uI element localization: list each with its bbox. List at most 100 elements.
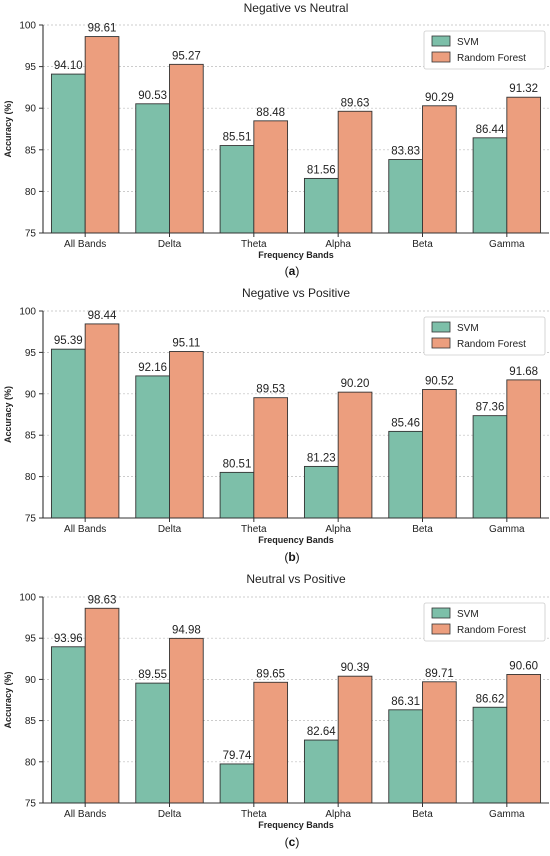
- data-label: 79.74: [223, 750, 252, 762]
- bar-svm: [50, 348, 86, 519]
- data-label: 87.36: [476, 402, 505, 414]
- legend: SVM Random Forest: [423, 316, 546, 356]
- bar-random-forest: [169, 637, 204, 804]
- x-tick-label: Beta: [412, 524, 433, 535]
- data-label: 89.71: [425, 668, 454, 680]
- data-label: 85.51: [223, 132, 252, 144]
- data-label: 98.44: [88, 310, 117, 322]
- bar-svm: [219, 471, 255, 519]
- x-tick-label: Beta: [412, 239, 433, 250]
- legend-label: Random Forest: [457, 53, 526, 64]
- y-tick-label: 90: [25, 104, 37, 115]
- data-label: 93.96: [54, 633, 83, 645]
- legend-label: SVM: [457, 609, 479, 620]
- data-label: 81.23: [307, 452, 336, 464]
- data-label: 88.48: [256, 107, 285, 119]
- legend-swatch: [431, 51, 451, 63]
- x-axis-label: Frequency Bands: [258, 250, 334, 260]
- data-label: 90.53: [138, 90, 167, 102]
- x-tick-label: Delta: [158, 809, 182, 820]
- bar-svm: [135, 375, 170, 519]
- data-label: 95.39: [54, 335, 83, 347]
- subfigure-caption: (b): [284, 550, 299, 564]
- legend: SVM Random Forest: [423, 30, 546, 70]
- data-label: 90.29: [425, 92, 454, 104]
- y-tick-label: 90: [25, 675, 37, 686]
- legend-box: [423, 30, 546, 70]
- data-label: 89.63: [341, 97, 370, 109]
- bar-svm: [388, 430, 423, 519]
- legend: SVM Random Forest: [423, 602, 546, 642]
- data-label: 89.55: [138, 669, 167, 681]
- x-tick-label: Gamma: [489, 239, 525, 250]
- data-label: 80.51: [223, 458, 252, 470]
- y-tick-label: 85: [25, 145, 37, 156]
- data-label: 90.60: [509, 660, 538, 672]
- y-axis-label: Accuracy (%): [3, 100, 13, 157]
- bar-random-forest: [84, 323, 120, 519]
- y-tick-label: 80: [25, 757, 37, 768]
- bar-svm: [388, 709, 423, 804]
- y-tick-label: 80: [25, 187, 37, 198]
- data-label: 90.52: [425, 375, 454, 387]
- x-tick-label: Theta: [241, 239, 267, 250]
- y-axis-label: Accuracy (%): [3, 671, 13, 728]
- data-label: 98.63: [88, 594, 117, 606]
- bar-svm: [472, 137, 508, 234]
- y-tick-label: 85: [25, 431, 37, 442]
- data-label: 91.32: [509, 83, 538, 95]
- bar-random-forest: [337, 110, 373, 234]
- x-tick-label: Gamma: [489, 524, 525, 535]
- data-label: 86.31: [391, 696, 420, 708]
- legend-box: [423, 602, 546, 642]
- bar-svm: [135, 103, 170, 234]
- data-label: 95.11: [172, 337, 200, 349]
- bar-random-forest: [422, 105, 457, 234]
- data-label: 85.46: [391, 417, 420, 429]
- bar-svm: [219, 763, 255, 804]
- y-tick-label: 100: [19, 593, 36, 604]
- x-tick-label: Beta: [412, 809, 433, 820]
- x-axis-label: Frequency Bands: [258, 820, 334, 830]
- legend-box: [423, 316, 546, 356]
- y-tick-label: 100: [19, 21, 36, 32]
- legend-label: SVM: [457, 37, 479, 48]
- y-tick-label: 95: [25, 62, 37, 73]
- x-tick-label: All Bands: [64, 524, 106, 535]
- chart-title: Neutral vs Positive: [246, 572, 346, 586]
- bar-random-forest: [337, 675, 373, 804]
- x-tick-label: Delta: [158, 524, 182, 535]
- bar-random-forest: [506, 379, 542, 519]
- data-label: 89.53: [256, 384, 285, 396]
- legend-swatch: [431, 321, 451, 333]
- bar-random-forest: [253, 681, 289, 804]
- bar-svm: [50, 646, 86, 804]
- y-tick-label: 80: [25, 472, 37, 483]
- data-label: 82.64: [307, 726, 336, 738]
- legend-swatch: [431, 35, 451, 47]
- bar-svm: [472, 415, 508, 519]
- bar-random-forest: [506, 96, 542, 234]
- data-label: 90.20: [341, 378, 370, 390]
- y-tick-label: 90: [25, 389, 37, 400]
- x-tick-label: Theta: [241, 809, 267, 820]
- y-tick-label: 95: [25, 348, 37, 359]
- y-tick-label: 85: [25, 716, 37, 727]
- bar-random-forest: [84, 607, 120, 804]
- bar-svm: [135, 682, 170, 804]
- x-tick-label: All Bands: [64, 809, 106, 820]
- data-label: 98.61: [88, 23, 117, 35]
- chart-panel-a: Negative vs Neutral 75 80 85 90 95 100 94.10 98.…: [3, 1, 549, 278]
- legend-label: Random Forest: [457, 625, 526, 636]
- x-tick-label: Gamma: [489, 809, 525, 820]
- bar-random-forest: [253, 120, 289, 234]
- bar-random-forest: [422, 389, 457, 519]
- data-label: 89.65: [256, 668, 285, 680]
- chart-title: Negative vs Neutral: [244, 1, 349, 15]
- y-tick-label: 95: [25, 634, 37, 645]
- x-tick-label: Delta: [158, 239, 182, 250]
- bar-random-forest: [169, 351, 204, 519]
- subfigure-caption: (a): [285, 264, 300, 278]
- data-label: 86.44: [476, 124, 505, 136]
